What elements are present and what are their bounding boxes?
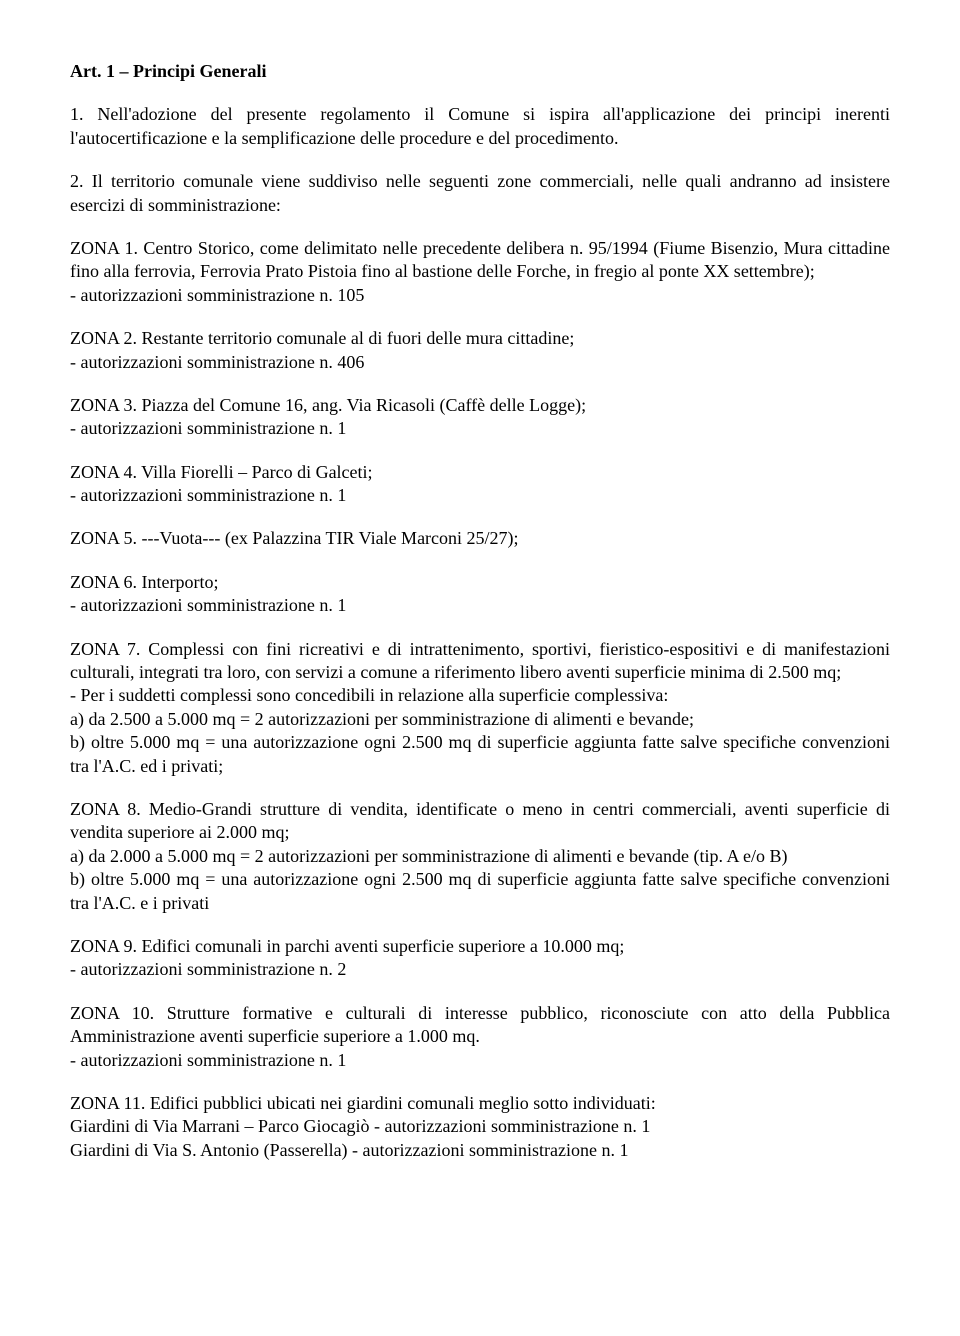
- zone-1-text: ZONA 1. Centro Storico, come delimitato …: [70, 237, 890, 284]
- zone-3: ZONA 3. Piazza del Comune 16, ang. Via R…: [70, 394, 890, 441]
- zone-6: ZONA 6. Interporto; - autorizzazioni som…: [70, 571, 890, 618]
- zone-6-text: ZONA 6. Interporto;: [70, 571, 890, 594]
- zone-4-auth: - autorizzazioni somministrazione n. 1: [70, 484, 890, 507]
- zone-10: ZONA 10. Strutture formative e culturali…: [70, 1002, 890, 1072]
- zone-11-garden-2: Giardini di Via S. Antonio (Passerella) …: [70, 1139, 890, 1162]
- zone-7-text: ZONA 7. Complessi con fini ricreativi e …: [70, 638, 890, 685]
- zone-3-text: ZONA 3. Piazza del Comune 16, ang. Via R…: [70, 394, 890, 417]
- zone-4-text: ZONA 4. Villa Fiorelli – Parco di Galcet…: [70, 461, 890, 484]
- zone-4: ZONA 4. Villa Fiorelli – Parco di Galcet…: [70, 461, 890, 508]
- zone-2: ZONA 2. Restante territorio comunale al …: [70, 327, 890, 374]
- zone-8-text: ZONA 8. Medio-Grandi strutture di vendit…: [70, 798, 890, 845]
- paragraph-2: 2. Il territorio comunale viene suddivis…: [70, 170, 890, 217]
- zone-10-text: ZONA 10. Strutture formative e culturali…: [70, 1002, 890, 1049]
- zone-5: ZONA 5. ---Vuota--- (ex Palazzina TIR Vi…: [70, 527, 890, 550]
- zone-7-sub: - Per i suddetti complessi sono concedib…: [70, 684, 890, 707]
- zone-11-garden-1: Giardini di Via Marrani – Parco Giocagiò…: [70, 1115, 890, 1138]
- zone-7-b: b) oltre 5.000 mq = una autorizzazione o…: [70, 731, 890, 778]
- zone-9-auth: - autorizzazioni somministrazione n. 2: [70, 958, 890, 981]
- zone-11: ZONA 11. Edifici pubblici ubicati nei gi…: [70, 1092, 890, 1162]
- zone-5-text: ZONA 5. ---Vuota--- (ex Palazzina TIR Vi…: [70, 527, 890, 550]
- zone-2-auth: - autorizzazioni somministrazione n. 406: [70, 351, 890, 374]
- zone-2-text: ZONA 2. Restante territorio comunale al …: [70, 327, 890, 350]
- zone-1-auth: - autorizzazioni somministrazione n. 105: [70, 284, 890, 307]
- zone-7: ZONA 7. Complessi con fini ricreativi e …: [70, 638, 890, 778]
- zone-8-b: b) oltre 5.000 mq = una autorizzazione o…: [70, 868, 890, 915]
- zone-8: ZONA 8. Medio-Grandi strutture di vendit…: [70, 798, 890, 915]
- zone-7-a: a) da 2.500 a 5.000 mq = 2 autorizzazion…: [70, 708, 890, 731]
- zone-3-auth: - autorizzazioni somministrazione n. 1: [70, 417, 890, 440]
- zone-10-auth: - autorizzazioni somministrazione n. 1: [70, 1049, 890, 1072]
- zone-1: ZONA 1. Centro Storico, come delimitato …: [70, 237, 890, 307]
- zone-8-a: a) da 2.000 a 5.000 mq = 2 autorizzazion…: [70, 845, 890, 868]
- article-title: Art. 1 – Principi Generali: [70, 60, 890, 83]
- zone-9-text: ZONA 9. Edifici comunali in parchi avent…: [70, 935, 890, 958]
- zone-6-auth: - autorizzazioni somministrazione n. 1: [70, 594, 890, 617]
- zone-11-text: ZONA 11. Edifici pubblici ubicati nei gi…: [70, 1092, 890, 1115]
- zone-9: ZONA 9. Edifici comunali in parchi avent…: [70, 935, 890, 982]
- paragraph-1: 1. Nell'adozione del presente regolament…: [70, 103, 890, 150]
